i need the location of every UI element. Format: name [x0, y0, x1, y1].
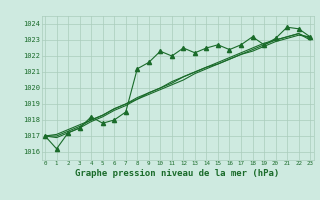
X-axis label: Graphe pression niveau de la mer (hPa): Graphe pression niveau de la mer (hPa)	[76, 169, 280, 178]
